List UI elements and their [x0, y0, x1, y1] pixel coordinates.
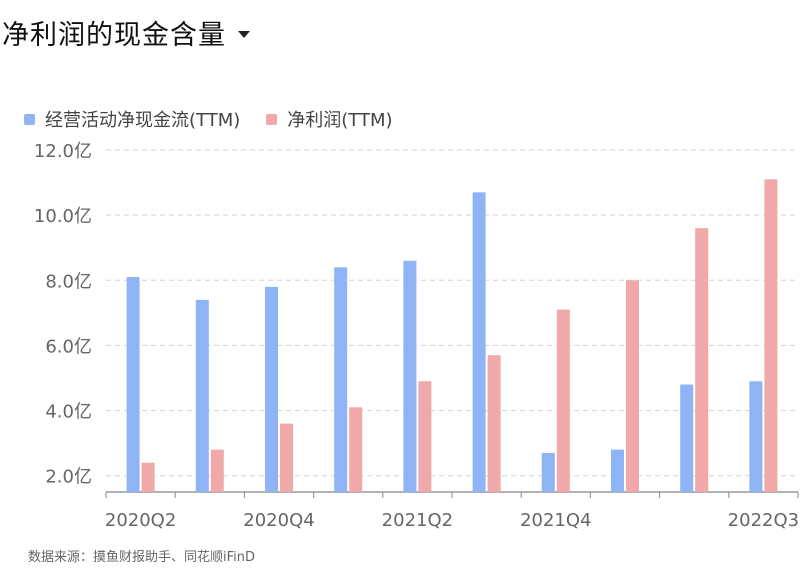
dropdown-caret-icon[interactable] [238, 30, 250, 38]
bar-netprofit [141, 462, 155, 492]
bar-netprofit [349, 407, 363, 492]
y-tick-label: 8.0亿 [45, 271, 92, 292]
y-tick-label: 2.0亿 [45, 467, 92, 488]
x-tick-label: 2022Q3 [728, 510, 799, 531]
bar-cashflow [749, 381, 763, 492]
bar-cashflow [472, 192, 486, 493]
y-tick-label: 4.0亿 [45, 402, 92, 423]
bar-netprofit [418, 381, 432, 492]
title-row[interactable]: 净利润的现金含量 [2, 12, 250, 52]
bar-netprofit [280, 423, 293, 492]
bar-netprofit [695, 228, 709, 492]
x-tick-label: 2021Q4 [520, 510, 591, 531]
y-tick-label: 6.0亿 [45, 336, 92, 357]
bar-netprofit [210, 449, 224, 492]
bar-netprofit [626, 280, 639, 492]
x-tick-label: 2020Q4 [243, 510, 314, 531]
x-tick-label: 2020Q2 [105, 510, 176, 531]
bar-cashflow [541, 452, 555, 492]
y-tick-label: 12.0亿 [34, 141, 92, 162]
x-tick-label: 2021Q2 [382, 510, 453, 531]
bar-netprofit [764, 179, 778, 493]
legend-item-cashflow[interactable]: 经营活动净现金流(TTM) [24, 106, 240, 132]
chart-title: 净利润的现金含量 [2, 19, 226, 51]
y-tick-label: 10.0亿 [34, 206, 92, 227]
bar-cashflow [265, 286, 278, 492]
bar-netprofit [556, 309, 570, 492]
bar-netprofit [487, 355, 501, 492]
bar-cashflow [334, 267, 348, 492]
bar-cashflow [403, 260, 417, 492]
legend-swatch-netprofit [266, 113, 278, 125]
bar-cashflow [611, 449, 624, 492]
bar-cashflow [680, 384, 694, 492]
chart-legend: 经营活动净现金流(TTM) 净利润(TTM) [24, 106, 419, 132]
legend-item-netprofit[interactable]: 净利润(TTM) [266, 106, 393, 132]
data-source-note: 数据来源：摸鱼财报助手、同花顺iFinD [28, 550, 256, 565]
bar-cashflow [195, 299, 209, 492]
legend-label-netprofit: 净利润(TTM) [287, 110, 393, 131]
legend-label-cashflow: 经营活动净现金流(TTM) [45, 110, 241, 131]
bar-cashflow [126, 277, 140, 492]
legend-swatch-cashflow [24, 113, 35, 125]
